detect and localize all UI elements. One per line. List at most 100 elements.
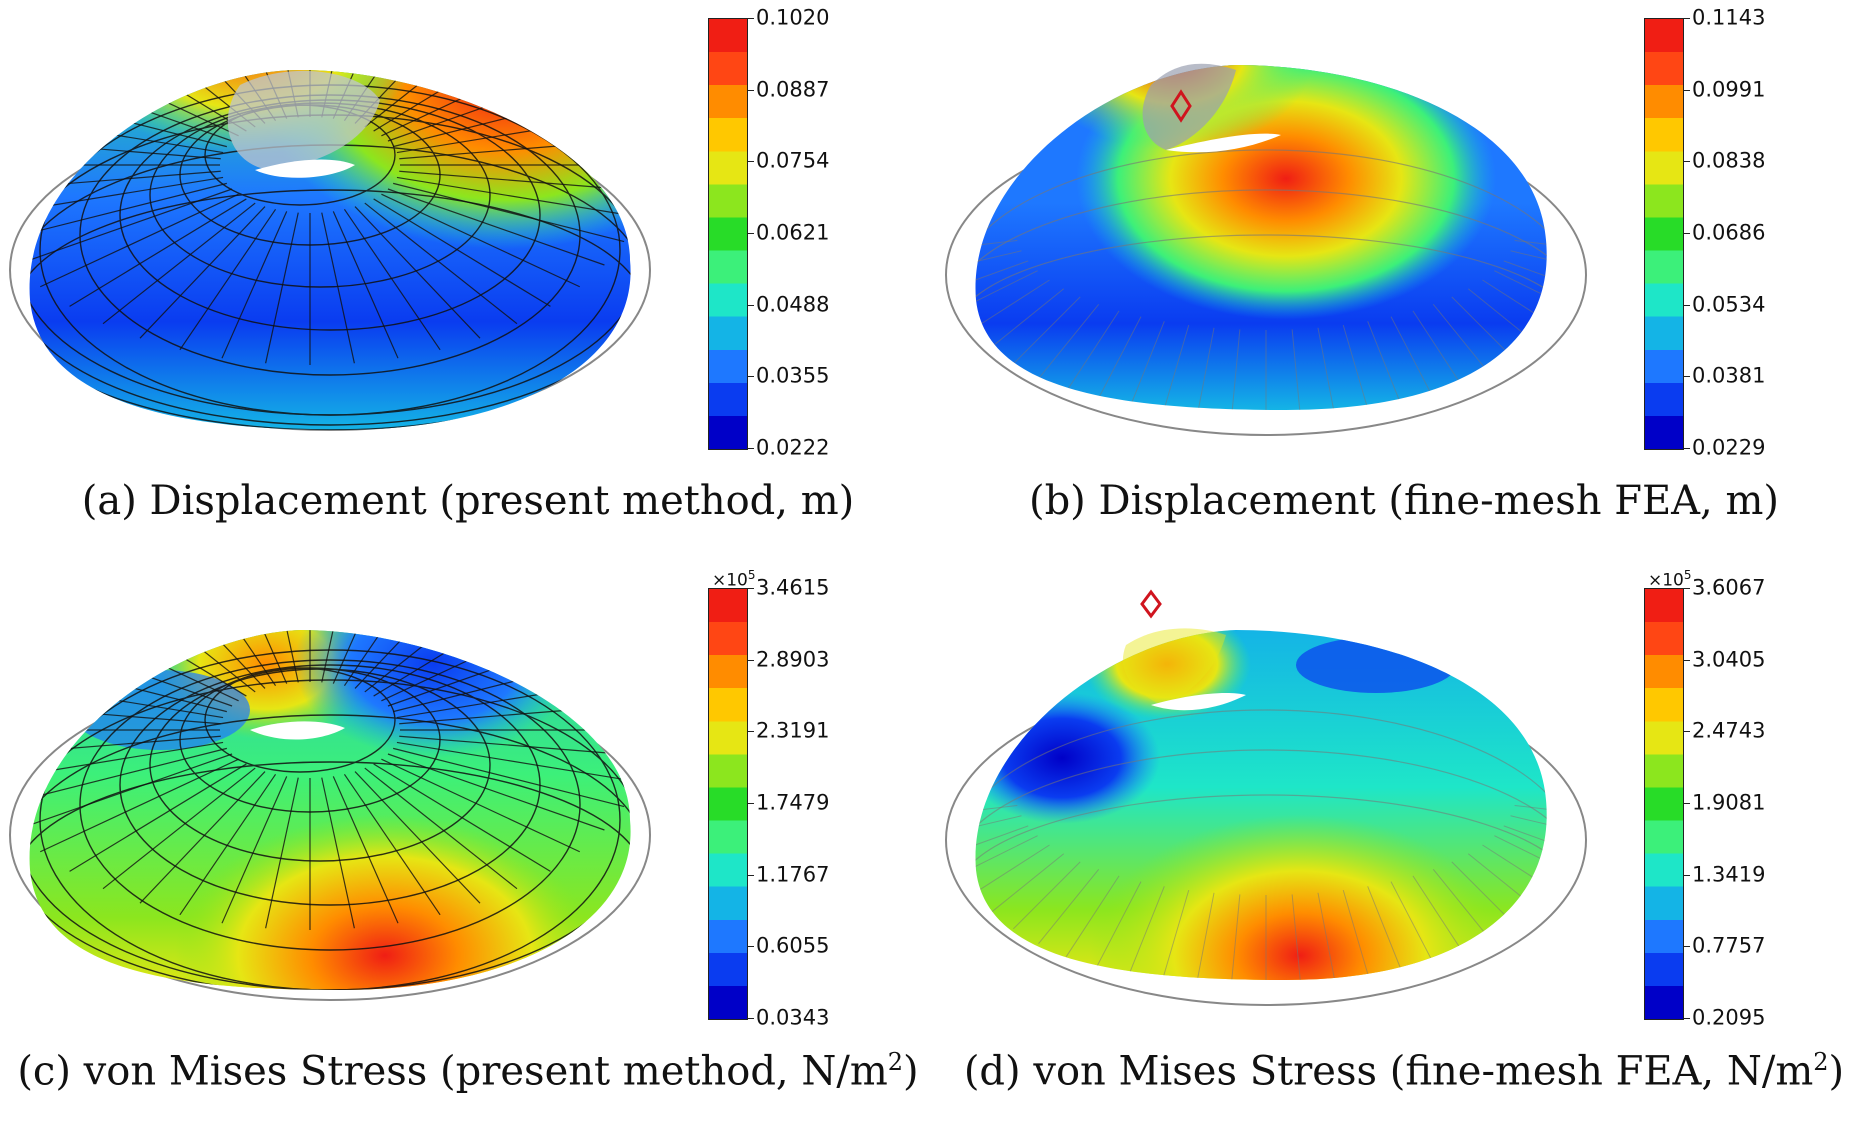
colorbar-tick-label: 2.4743 bbox=[1692, 718, 1766, 743]
mesh-line bbox=[1390, 316, 1437, 404]
colorbar-tick-label: 2.3191 bbox=[756, 718, 830, 743]
mesh-line bbox=[393, 747, 625, 808]
shell-plot-b bbox=[945, 63, 1587, 436]
mesh-line bbox=[396, 741, 631, 783]
colorbar-tick-mark bbox=[748, 376, 754, 378]
colorbar-tick-mark bbox=[748, 304, 754, 306]
mesh-line bbox=[265, 630, 299, 683]
colorbar-tick-mark bbox=[1684, 161, 1690, 163]
mesh-line bbox=[1432, 303, 1494, 379]
colorbar-tick-mark bbox=[748, 233, 754, 234]
mesh-line bbox=[343, 630, 441, 686]
colorbar-tick-label: 1.9081 bbox=[1692, 790, 1766, 815]
mesh-line bbox=[1127, 886, 1165, 978]
colorbar-tick-label: 0.0534 bbox=[1692, 292, 1766, 317]
colorbar-c bbox=[708, 588, 748, 1020]
mesh-line bbox=[343, 774, 441, 916]
mesh-line bbox=[102, 202, 256, 325]
mesh-line bbox=[1342, 324, 1372, 410]
mesh-line bbox=[179, 209, 277, 351]
mesh-line bbox=[975, 835, 1038, 877]
colorbar-tick-label: 0.0686 bbox=[1692, 220, 1766, 245]
mesh-line bbox=[1229, 329, 1241, 410]
panel-d: ×105 3.6067 3.0405 2.4743 1.9081 1.3419 0.775… bbox=[936, 568, 1872, 1140]
mesh-line bbox=[1494, 835, 1547, 877]
mesh-line bbox=[179, 774, 277, 916]
mesh-line bbox=[1127, 321, 1165, 410]
mesh-line bbox=[321, 212, 355, 364]
colorbar-tick-mark bbox=[748, 448, 754, 449]
colorbar-tick-label: 0.0991 bbox=[1692, 77, 1766, 102]
colorbar-tick-label: 0.0355 bbox=[756, 363, 830, 388]
colorbar-tick-mark bbox=[748, 1018, 754, 1019]
mesh-line bbox=[1291, 894, 1303, 980]
mesh-line bbox=[354, 771, 481, 904]
colorbar-b bbox=[1644, 18, 1684, 450]
colorbar-tick-label: 0.0488 bbox=[756, 292, 830, 317]
colorbar-tick-mark bbox=[1684, 233, 1690, 234]
caption-d: (d) von Mises Stress (fine-mesh FEA, N/m… bbox=[963, 1048, 1845, 1095]
mesh-line bbox=[1514, 804, 1547, 817]
mesh-line bbox=[139, 206, 266, 339]
mesh-line bbox=[1317, 892, 1338, 980]
mesh-line bbox=[139, 630, 266, 689]
colorbar-tick-label: 3.0405 bbox=[1692, 647, 1766, 672]
mesh-line bbox=[139, 771, 266, 904]
mesh-line bbox=[29, 735, 221, 757]
colorbar-tick-mark bbox=[748, 89, 754, 91]
mesh-line bbox=[393, 182, 625, 243]
marker-diamond-d bbox=[1140, 589, 1162, 619]
mesh-line bbox=[1514, 239, 1547, 252]
mesh-line bbox=[396, 176, 631, 218]
mesh-line bbox=[40, 193, 239, 288]
mesh-line bbox=[364, 70, 518, 128]
colorbar-tick-mark bbox=[748, 161, 754, 163]
mesh-line bbox=[332, 776, 399, 924]
colorbar-tick-label: 0.0222 bbox=[756, 435, 830, 460]
caption-b: (b) Displacement (fine-mesh FEA, m) bbox=[1028, 478, 1780, 524]
mesh-line bbox=[990, 288, 1065, 348]
mesh-line bbox=[975, 239, 1018, 252]
panel-c: ×105 3.4615 2.8903 2.3191 1.7479 1.1767 0.605… bbox=[0, 568, 936, 1140]
colorbar-tick-mark bbox=[1684, 946, 1690, 948]
mesh-line bbox=[1065, 875, 1120, 958]
colorbar-tick-mark bbox=[748, 946, 754, 948]
colorbar-tick-mark bbox=[1684, 659, 1690, 661]
mesh-line bbox=[1095, 316, 1142, 404]
caption-c: (c) von Mises Stress (present method, N/… bbox=[17, 1048, 919, 1095]
multiplier-c: ×105 bbox=[712, 568, 756, 591]
colorbar-tick-label: 0.7757 bbox=[1692, 933, 1766, 958]
multiplier-d: ×105 bbox=[1648, 568, 1692, 591]
mesh-line bbox=[364, 202, 518, 325]
mesh-line bbox=[321, 777, 355, 929]
colorbar-tick-label: 0.0754 bbox=[756, 148, 830, 173]
colorbar-tick-mark bbox=[1684, 18, 1690, 19]
mesh-line bbox=[975, 260, 1029, 293]
colorbar-tick-label: 0.0838 bbox=[1692, 148, 1766, 173]
mesh-line bbox=[373, 198, 551, 307]
colorbar-tick-label: 3.4615 bbox=[756, 575, 830, 600]
colorbar-tick-label: 1.7479 bbox=[756, 790, 830, 815]
mesh-line bbox=[354, 206, 481, 339]
mesh-line bbox=[321, 630, 355, 683]
marker-diamond-b bbox=[1170, 89, 1192, 123]
mesh-line bbox=[1065, 310, 1120, 393]
mesh-line bbox=[29, 188, 233, 266]
mesh-line bbox=[1390, 881, 1437, 969]
mesh-line bbox=[1160, 324, 1190, 410]
mesh-line bbox=[975, 279, 1050, 331]
colorbar-tick-label: 3.6067 bbox=[1692, 575, 1766, 600]
mesh-line bbox=[1012, 861, 1081, 930]
mesh-line bbox=[1494, 270, 1547, 312]
mesh-line bbox=[102, 767, 256, 890]
mesh-line bbox=[1229, 894, 1241, 980]
mesh-line bbox=[29, 741, 224, 783]
mesh-line bbox=[1342, 889, 1372, 980]
colorbar-tick-mark bbox=[748, 803, 754, 804]
mesh-line bbox=[1095, 881, 1142, 969]
mesh-line bbox=[990, 853, 1065, 913]
mesh-line bbox=[265, 777, 299, 929]
mesh-line bbox=[221, 211, 288, 359]
colorbar-tick-mark bbox=[1684, 304, 1690, 306]
mesh-line bbox=[1367, 321, 1405, 410]
